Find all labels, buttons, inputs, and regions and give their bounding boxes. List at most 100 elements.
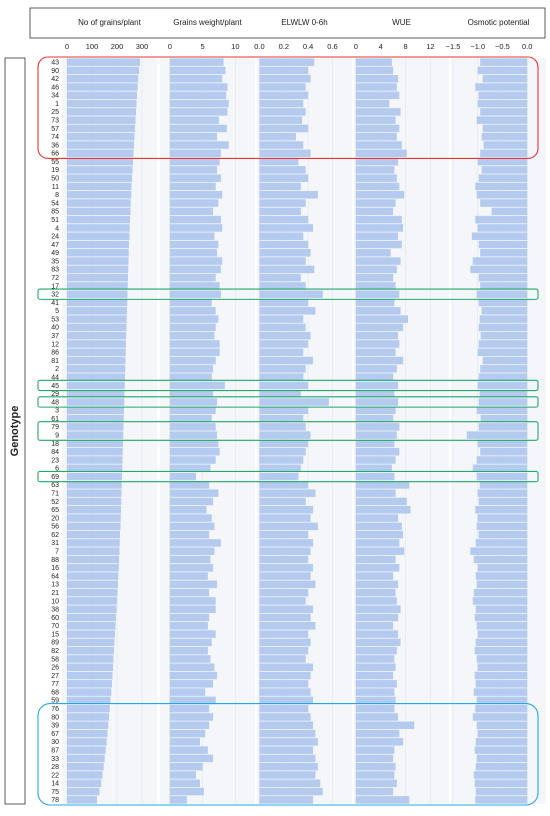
bar — [67, 406, 124, 415]
bar — [355, 597, 397, 605]
header-box — [29, 7, 546, 39]
y-tick-label: 27 — [51, 673, 59, 680]
bar — [259, 464, 301, 473]
bar — [259, 224, 314, 232]
bar — [475, 572, 528, 580]
y-tick-label: 77 — [51, 681, 59, 688]
bar — [259, 738, 318, 746]
bar — [259, 58, 315, 66]
bar — [355, 472, 395, 481]
bar — [169, 249, 217, 257]
bar — [169, 83, 228, 91]
bar — [67, 373, 125, 381]
bar — [259, 240, 309, 249]
bar — [67, 91, 137, 100]
bar — [473, 688, 528, 696]
y-tick-label: 56 — [51, 524, 59, 531]
bar — [169, 704, 210, 713]
bar — [259, 108, 306, 116]
bar — [67, 224, 130, 232]
x-tick-label: 200 — [111, 42, 124, 51]
bar — [473, 555, 528, 564]
bar — [474, 646, 528, 655]
bar — [169, 688, 206, 696]
bar — [67, 99, 137, 108]
bar — [476, 191, 528, 199]
bar — [475, 83, 528, 91]
bar — [355, 174, 397, 182]
bar — [67, 713, 109, 721]
bar — [355, 414, 394, 423]
bar — [67, 149, 134, 158]
panel-title: ELWLW 0-6h — [281, 18, 327, 27]
x-tick-label: 0 — [168, 42, 172, 51]
bar — [259, 149, 311, 158]
bar — [259, 232, 304, 240]
y-tick-label: 74 — [51, 134, 59, 141]
bar — [169, 481, 210, 489]
bar — [259, 133, 296, 141]
bar — [355, 787, 394, 796]
bar — [355, 680, 397, 688]
bar — [259, 414, 304, 423]
y-tick-label: 41 — [51, 300, 59, 307]
bar — [355, 315, 409, 323]
bar — [169, 605, 216, 613]
bar — [67, 597, 117, 605]
bar — [259, 762, 318, 771]
highlight-box — [37, 421, 539, 441]
bar — [169, 522, 215, 531]
bar — [479, 389, 528, 398]
bar — [67, 356, 126, 365]
bar — [67, 663, 113, 671]
bar — [480, 199, 528, 207]
bar — [470, 547, 528, 555]
bar — [259, 680, 309, 688]
x-tick-label: 0 — [354, 42, 358, 51]
bar — [67, 323, 127, 332]
bar — [169, 91, 227, 100]
bar — [259, 356, 314, 365]
bar — [67, 166, 133, 174]
y-tick-label: 79 — [51, 424, 59, 431]
bar — [475, 762, 528, 771]
bar — [169, 646, 208, 655]
bar — [475, 539, 528, 547]
bar — [355, 796, 410, 804]
bar — [67, 124, 135, 133]
bar — [259, 514, 311, 522]
y-tick-label: 39 — [51, 723, 59, 730]
bar — [474, 779, 528, 788]
bar — [477, 514, 528, 522]
bar — [67, 787, 100, 796]
y-tick-label: 67 — [51, 731, 59, 738]
y-tick-label: 35 — [51, 258, 59, 265]
bar — [477, 381, 528, 390]
y-tick-label: 4 — [55, 225, 59, 232]
y-tick-label: 43 — [51, 59, 59, 66]
bar — [259, 572, 311, 580]
y-tick-label: 48 — [51, 399, 59, 406]
highlight-box — [37, 396, 539, 408]
x-tick-label: 0.0 — [522, 42, 532, 51]
bar — [475, 182, 528, 191]
bar — [476, 655, 528, 663]
bar — [355, 746, 395, 754]
bar — [355, 688, 395, 696]
bar — [259, 398, 329, 406]
y-tick-label: 55 — [51, 159, 59, 166]
bar — [259, 613, 311, 622]
bar — [259, 406, 309, 415]
bar — [259, 141, 304, 149]
bar — [259, 729, 316, 738]
bar — [67, 729, 108, 738]
bar — [355, 91, 400, 100]
bar — [259, 721, 314, 729]
bar — [478, 91, 528, 100]
bar — [67, 439, 123, 448]
y-tick-label: 25 — [51, 109, 59, 116]
y-tick-label: 32 — [51, 292, 59, 299]
bar — [67, 572, 119, 580]
bar — [259, 282, 306, 290]
